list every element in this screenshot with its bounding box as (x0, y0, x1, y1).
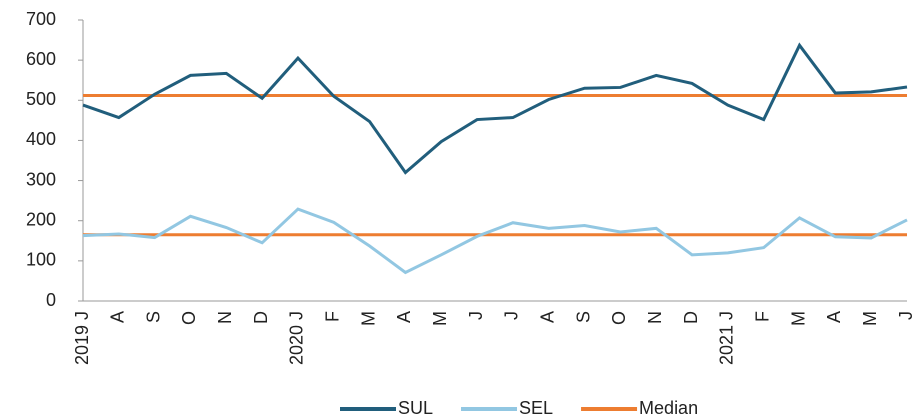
x-tick-label: M (860, 311, 880, 326)
x-tick-label: M (788, 311, 808, 326)
x-tick-label: S (573, 311, 593, 323)
x-tick-label: F (323, 311, 343, 322)
x-tick-label: J (502, 311, 522, 320)
series-line (82, 42, 908, 175)
legend-label: SEL (519, 398, 553, 418)
x-tick-label: M (430, 311, 450, 326)
x-tick-label: J (896, 311, 914, 320)
y-tick-label: 300 (26, 169, 56, 189)
y-tick-label: 600 (26, 49, 56, 69)
x-tick-label: S (143, 311, 163, 323)
y-tick-label: 100 (26, 250, 56, 270)
x-tick-label: A (108, 311, 128, 323)
x-tick-label: 2020 J (287, 311, 307, 365)
y-tick-label: 200 (26, 209, 56, 229)
x-tick-label: D (251, 311, 271, 324)
x-tick-label: 2019 J (72, 311, 92, 365)
series-line (82, 207, 908, 275)
x-tick-label: A (394, 311, 414, 323)
x-tick-label: O (609, 311, 629, 325)
x-tick-label: N (215, 311, 235, 324)
x-tick-label: F (752, 311, 772, 322)
x-tick-label: O (179, 311, 199, 325)
x-tick-label: N (645, 311, 665, 324)
x-tick-label: A (537, 311, 557, 323)
legend-label: SUL (398, 398, 433, 418)
y-tick-label: 400 (26, 129, 56, 149)
x-tick-label: M (358, 311, 378, 326)
y-tick-label: 0 (46, 290, 56, 310)
x-tick-label: A (824, 311, 844, 323)
y-tick-label: 500 (26, 89, 56, 109)
x-tick-label: 2021 J (717, 311, 737, 365)
x-tick-label: J (466, 311, 486, 320)
legend-label: Median (639, 398, 698, 418)
y-tick-label: 700 (26, 9, 56, 29)
x-tick-label: D (681, 311, 701, 324)
